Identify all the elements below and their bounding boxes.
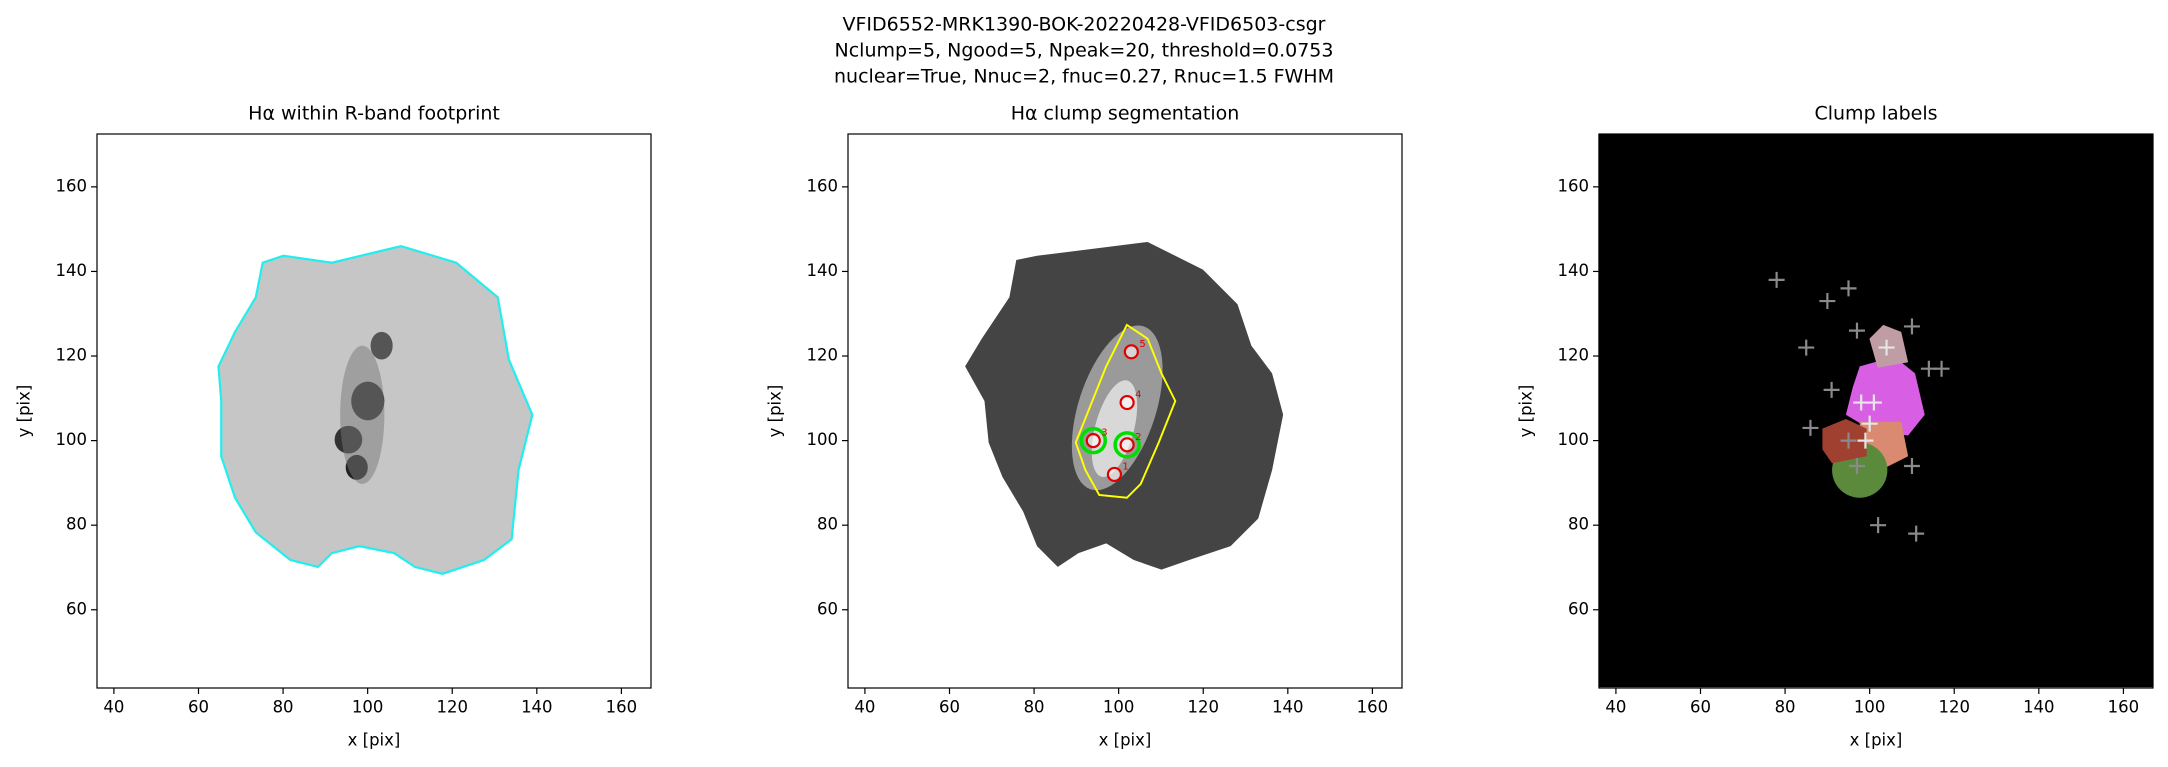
x-tick-label: 140 (2023, 698, 2055, 717)
x-axis-label: x [pix] (1099, 731, 1152, 750)
peak-marker (1870, 517, 1887, 534)
peak-marker (1823, 381, 1840, 398)
x-tick-label: 100 (1854, 698, 1886, 717)
y-tick-label: 80 (817, 515, 838, 534)
clump-label: 2 (1135, 432, 1141, 443)
panel-title: Hα clump segmentation (1011, 103, 1240, 125)
y-tick-label: 120 (1558, 346, 1590, 365)
y-axis-label: y [pix] (1517, 385, 1536, 438)
y-tick-label: 60 (66, 599, 87, 618)
peak-marker (1848, 457, 1865, 474)
clump-shade (340, 345, 385, 484)
y-tick-label: 160 (807, 176, 839, 195)
peak-marker (1802, 419, 1819, 436)
peak-marker (1903, 457, 1920, 474)
clump-shade (370, 331, 393, 360)
x-axis-label: x [pix] (348, 731, 401, 750)
x-tick-label: 40 (1605, 698, 1626, 717)
x-tick-label: 40 (103, 698, 124, 717)
threshold-contour (1074, 323, 1177, 499)
x-tick-label: 160 (2108, 698, 2140, 717)
x-tick-label: 80 (273, 698, 294, 717)
x-tick-label: 100 (352, 698, 384, 717)
clump-peak (1106, 466, 1123, 483)
nucleus-marker (1079, 426, 1108, 455)
y-tick-label: 80 (1568, 515, 1589, 534)
x-tick-label: 120 (1187, 698, 1219, 717)
x-tick-label: 140 (521, 698, 553, 717)
clump-label: 5 (1139, 339, 1145, 350)
x-tick-label: 60 (939, 698, 960, 717)
peak-marker (1798, 339, 1815, 356)
y-tick-label: 120 (807, 346, 839, 365)
x-tick-label: 80 (1024, 698, 1045, 717)
x-tick-label: 60 (1690, 698, 1711, 717)
x-tick-label: 120 (436, 698, 468, 717)
center-marker (1861, 415, 1878, 432)
peak-marker (1903, 318, 1920, 335)
y-tick-label: 120 (56, 346, 88, 365)
x-tick-label: 160 (1357, 698, 1389, 717)
clump-peak (1119, 437, 1135, 453)
clump-peak (1119, 394, 1135, 411)
clump-label: 3 (1101, 428, 1107, 439)
y-tick-label: 80 (66, 515, 87, 534)
peak-marker (1840, 432, 1857, 449)
image-layer (217, 134, 2153, 688)
axes-frame (96, 133, 652, 689)
clump-label: 1 (1122, 461, 1128, 472)
axes-frame (847, 133, 1403, 689)
axes-frame (1598, 133, 2154, 689)
x-tick-label: 40 (854, 698, 875, 717)
y-tick-label: 100 (1558, 430, 1590, 449)
y-tick-label: 140 (1558, 261, 1590, 280)
y-tick-label: 100 (56, 430, 88, 449)
center-marker (1878, 339, 1895, 356)
center-marker (1857, 432, 1874, 449)
clump-peak (1085, 433, 1101, 449)
y-tick-label: 60 (817, 599, 838, 618)
clump-segment (1845, 356, 1925, 436)
peak-marker (1840, 280, 1857, 297)
y-tick-label: 160 (1558, 176, 1590, 195)
clump-segment (1869, 324, 1909, 368)
panel-title: Hα within R-band footprint (248, 103, 500, 125)
peak-marker (1848, 322, 1865, 339)
x-tick-label: 100 (1103, 698, 1135, 717)
panel-title: Clump labels (1814, 103, 1937, 125)
y-tick-label: 160 (56, 176, 88, 195)
peak-marker (1933, 360, 1950, 377)
y-tick-label: 140 (56, 261, 88, 280)
clump-peak (1123, 344, 1139, 360)
x-axis-label: x [pix] (1850, 731, 1903, 750)
suptitle-line: VFID6552-MRK1390-BOK-20220428-VFID6503-c… (843, 14, 1326, 36)
y-tick-label: 60 (1568, 599, 1589, 618)
peak-marker (1819, 293, 1836, 310)
suptitle-line: nuclear=True, Nnuc=2, fnuc=0.27, Rnuc=1.… (834, 66, 1334, 88)
suptitle-line: Nclump=5, Ngood=5, Npeak=20, threshold=0… (835, 40, 1334, 62)
x-tick-label: 140 (1272, 698, 1304, 717)
x-tick-label: 120 (1938, 698, 1970, 717)
x-tick-label: 80 (1775, 698, 1796, 717)
y-axis-label: y [pix] (15, 385, 34, 438)
x-tick-label: 160 (606, 698, 638, 717)
center-marker (1865, 394, 1882, 411)
y-axis-label: y [pix] (766, 385, 785, 438)
y-tick-label: 140 (807, 261, 839, 280)
nucleus-marker (1113, 431, 1141, 459)
peak-marker (1908, 525, 1925, 542)
peak-marker (1768, 271, 1785, 288)
clump-label: 4 (1135, 390, 1141, 401)
x-tick-label: 60 (188, 698, 209, 717)
y-tick-label: 100 (807, 430, 839, 449)
